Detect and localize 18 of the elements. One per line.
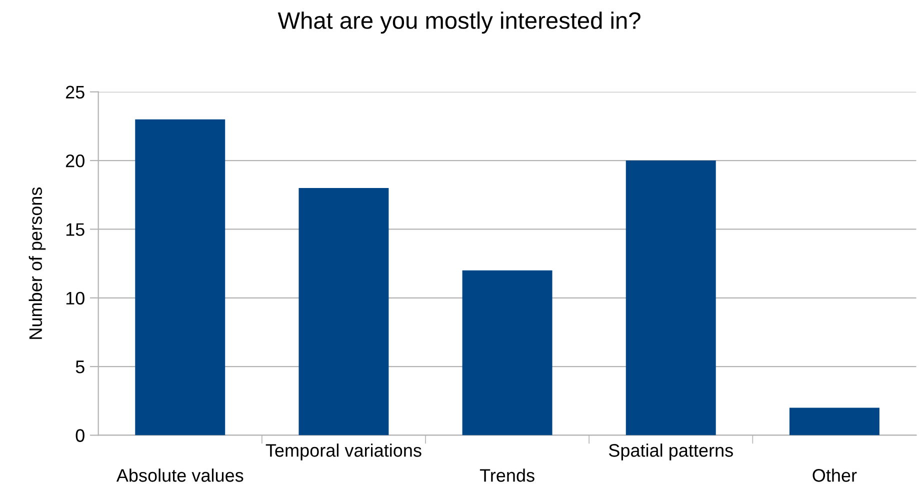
x-tick-label: Absolute values <box>116 468 244 482</box>
bar <box>462 270 552 436</box>
y-tick-label: 5 <box>76 360 84 374</box>
y-tick-label: 20 <box>66 154 84 168</box>
bar <box>298 188 389 436</box>
y-axis-title: Number of persons <box>28 187 46 339</box>
chart-title: What are you mostly interested in? <box>278 12 640 34</box>
x-tick-label: Spatial patterns <box>608 444 733 460</box>
y-tick-label: 25 <box>66 86 84 99</box>
bar <box>789 408 880 436</box>
x-tick-label: Temporal variations <box>266 444 422 460</box>
y-tick-label: 10 <box>66 292 84 305</box>
bar <box>135 119 226 436</box>
y-tick-label: 0 <box>76 429 84 442</box>
y-tick-label: 15 <box>66 223 84 236</box>
x-tick-label: Trends <box>480 468 534 482</box>
bar <box>626 160 716 436</box>
x-tick-label: Other <box>812 468 857 482</box>
